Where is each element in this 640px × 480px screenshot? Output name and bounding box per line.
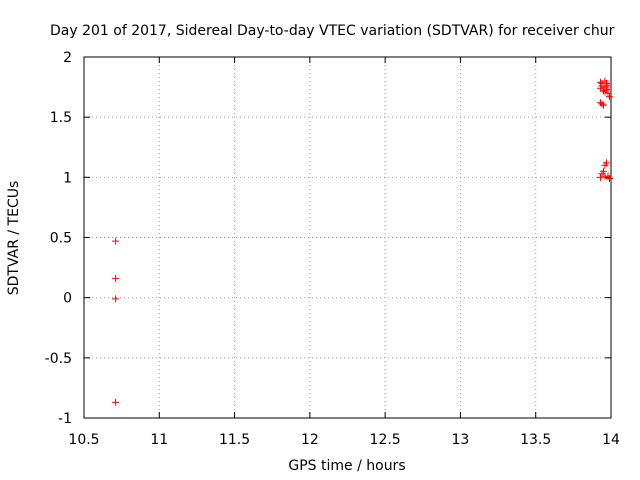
x-axis-label: GPS time / hours [288, 458, 405, 474]
y-tick-label: 0 [63, 291, 72, 307]
data-points [112, 77, 613, 406]
data-point [596, 173, 604, 181]
y-tick-label: 0.5 [50, 231, 72, 247]
x-tick-label: 10.5 [68, 432, 99, 448]
y-tick-labels: -1 -0.5 0 0.5 1 1.5 2 [45, 50, 72, 427]
x-tick-label: 13 [452, 432, 470, 448]
y-tick-label: -1 [58, 411, 72, 427]
plot-frame [83, 56, 612, 419]
data-point [605, 175, 613, 183]
data-point [599, 87, 607, 95]
data-point [601, 161, 609, 169]
grid-lines [84, 57, 611, 418]
y-tick-label: -0.5 [45, 351, 72, 367]
y-tick-label: 1.5 [50, 110, 72, 126]
chart-title: Day 201 of 2017, Sidereal Day-to-day VTE… [50, 23, 615, 39]
data-point [112, 398, 120, 406]
x-tick-label: 12.5 [370, 432, 401, 448]
data-point [112, 295, 120, 303]
x-tick-label: 11 [150, 432, 168, 448]
axis-ticks [83, 56, 612, 419]
data-point [604, 82, 612, 90]
data-point [596, 99, 604, 107]
x-tick-label: 13.5 [520, 432, 551, 448]
x-tick-label: 14 [602, 432, 620, 448]
x-tick-label: 12 [301, 432, 319, 448]
data-point [112, 237, 120, 245]
x-tick-label: 11.5 [219, 432, 250, 448]
y-tick-label: 2 [63, 50, 72, 66]
data-point [596, 78, 604, 86]
data-point [598, 100, 606, 108]
x-tick-labels: 10.5 11 11.5 12 12.5 13 13.5 14 [68, 432, 620, 448]
data-point [604, 89, 612, 97]
data-point [605, 93, 613, 101]
data-point [112, 274, 120, 282]
y-tick-label: 1 [63, 170, 72, 186]
y-axis-label: SDTVAR / TECUs [6, 181, 22, 296]
data-point [601, 88, 609, 96]
